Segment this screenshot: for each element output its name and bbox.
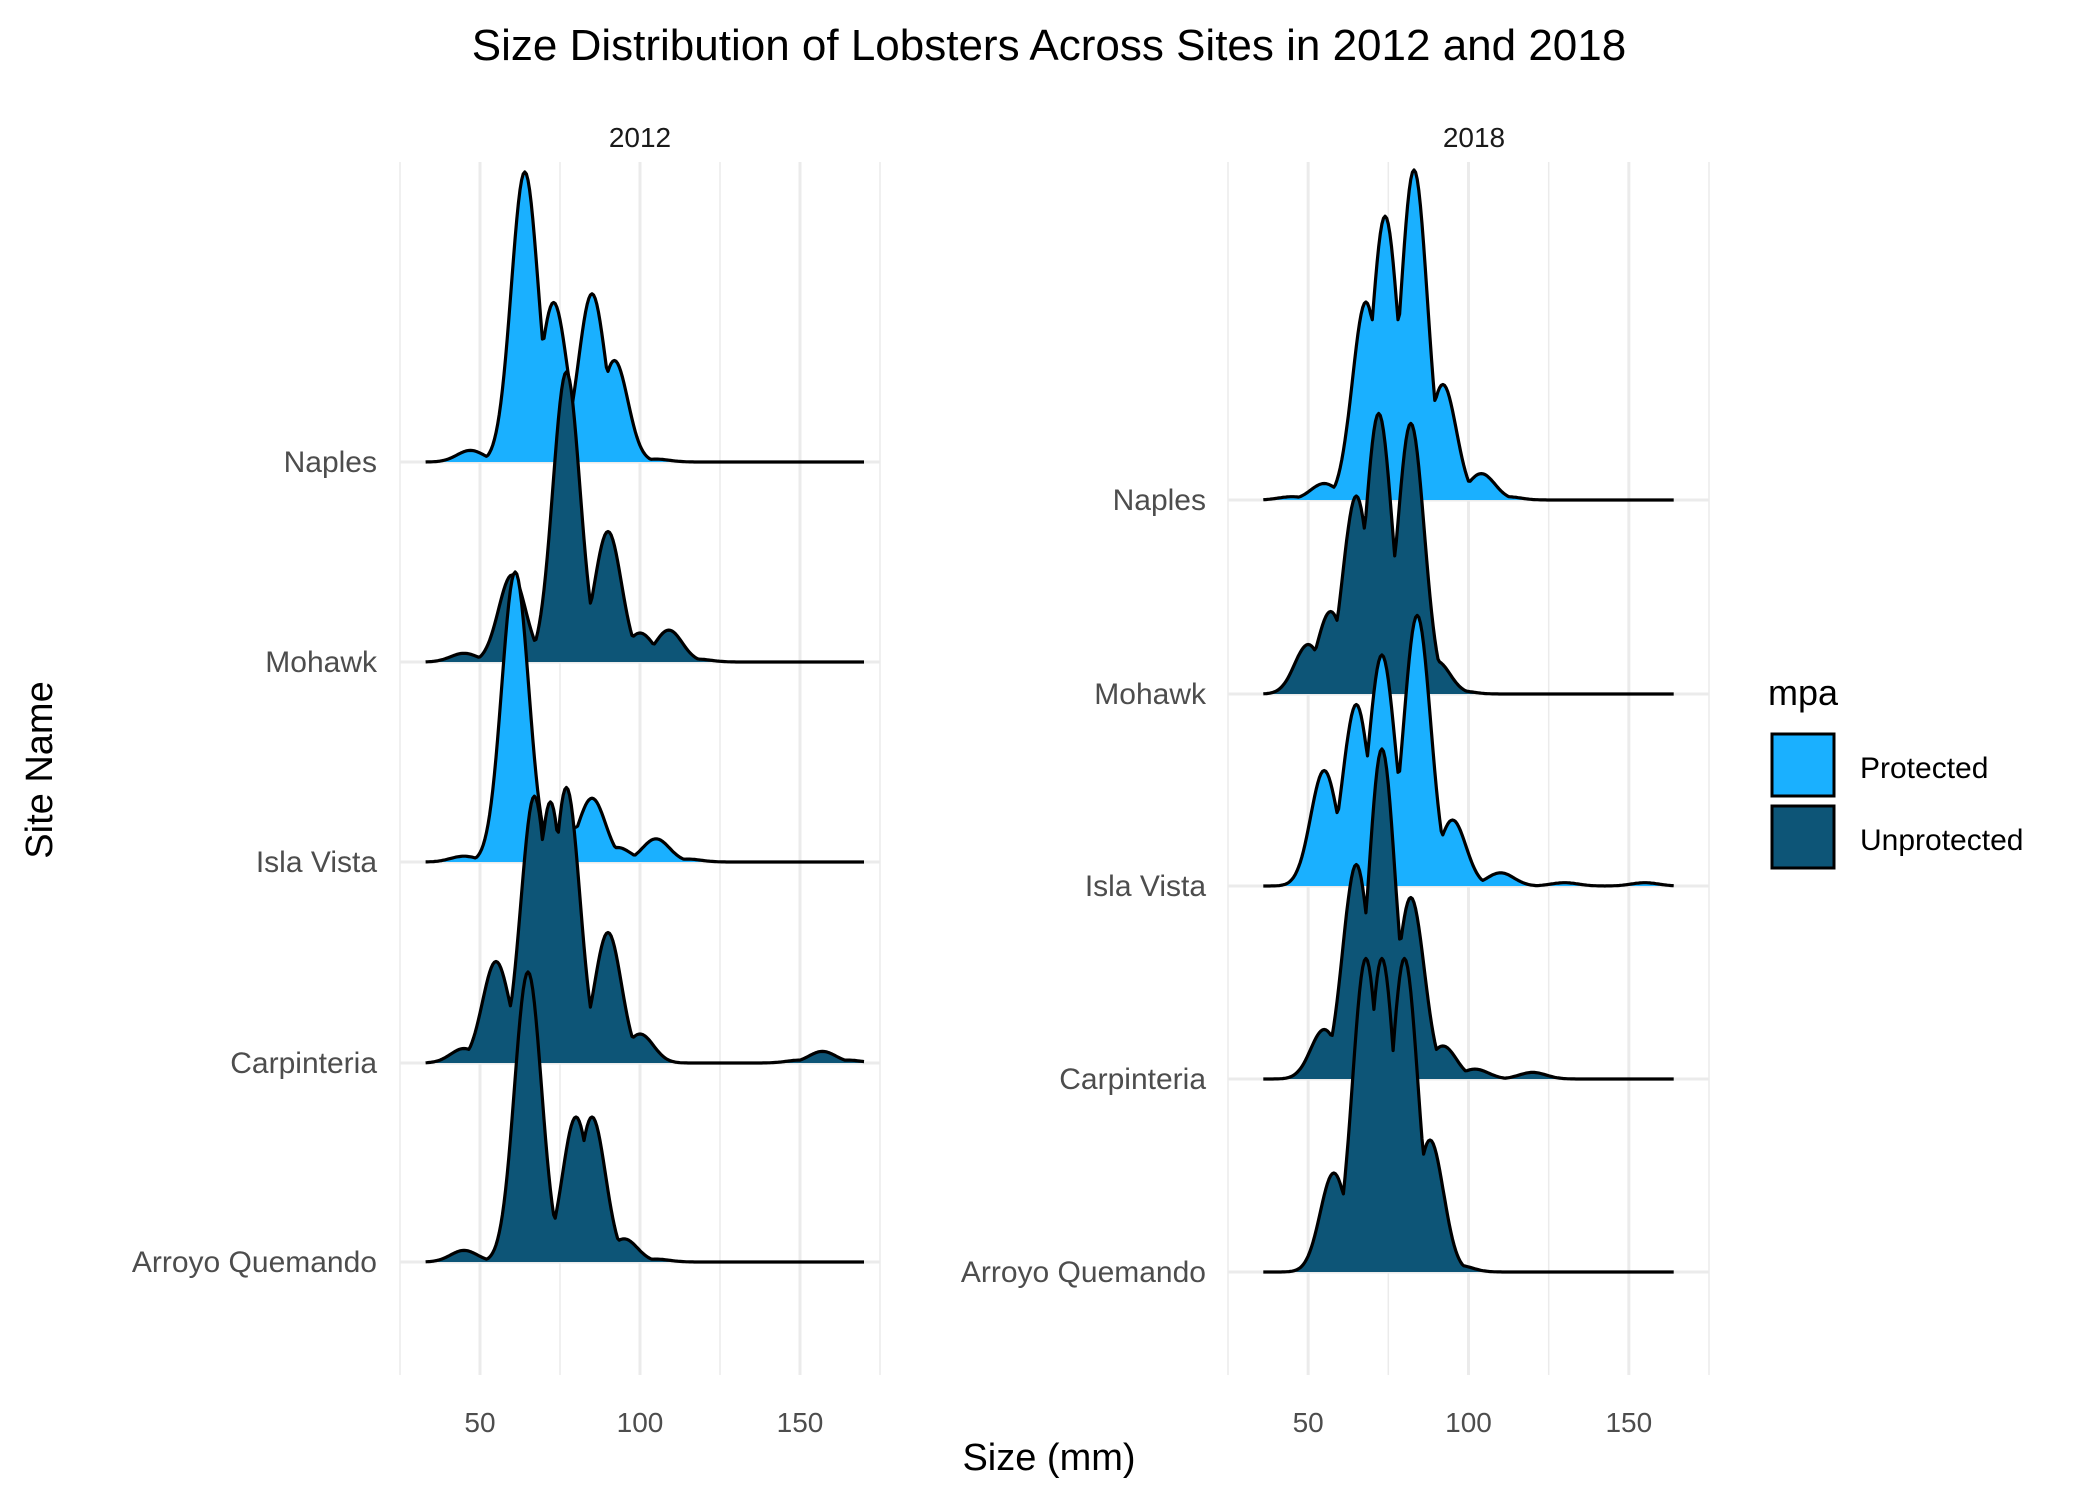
legend-key-protected	[1770, 732, 1836, 798]
x-tick-label: 150	[777, 1407, 824, 1438]
ridge-fill-naples	[425, 172, 864, 462]
y-tick-label-carpinteria: Carpinteria	[230, 1047, 377, 1080]
ridge-outline-naples	[425, 170, 864, 464]
panel-strip-label-2018: 2018	[1443, 122, 1505, 153]
ridge-outline-mohawk	[1263, 411, 1674, 696]
ridge-outline-carpinteria	[425, 785, 865, 1065]
x-axis-label: Size (mm)	[962, 1437, 1135, 1479]
y-tick-label-naples: Naples	[1113, 484, 1206, 517]
panel-2012: 2012 50 100 150 Arroyo Quemando Carpinteria…	[132, 122, 881, 1438]
ridge-outline-mohawk	[425, 370, 864, 664]
ridge-outline-arroyo-quemando	[1263, 956, 1674, 1274]
legend-key-unprotected	[1770, 804, 1836, 870]
ridge-fill-isla-vista	[425, 572, 864, 862]
x-tick-label: 150	[1605, 1407, 1652, 1438]
ridge-outline-naples	[1263, 168, 1674, 502]
x-tick-label: 50	[1293, 1407, 1324, 1438]
ridge-fill-carpinteria	[425, 787, 864, 1063]
y-tick-label-mohawk: Mohawk	[1094, 678, 1207, 711]
y-axis-label: Site Name	[19, 681, 61, 858]
legend-title: mpa	[1768, 672, 1839, 713]
y-tick-label-arroyo-quemando: Arroyo Quemando	[961, 1256, 1206, 1289]
ridge-fill-arroyo-quemando	[425, 972, 864, 1262]
ridge-outline-isla-vista	[1263, 613, 1674, 888]
ridge-outline-isla-vista	[425, 570, 864, 864]
ridge-outline-arroyo-quemando	[425, 970, 864, 1264]
y-tick-label-arroyo-quemando: Arroyo Quemando	[132, 1246, 377, 1279]
ridge-outline-carpinteria	[1263, 747, 1674, 1081]
legend-label-protected: Protected	[1860, 752, 1988, 785]
ridge-fill-mohawk	[425, 372, 864, 662]
y-tick-label-naples: Naples	[284, 446, 377, 479]
y-tick-label-carpinteria: Carpinteria	[1059, 1063, 1206, 1096]
x-tick-label: 100	[1445, 1407, 1492, 1438]
ridge-fill-naples	[1263, 170, 1674, 500]
panel-2018: 2018 50 100 150 Arroyo Quemando Carpinteria…	[961, 122, 1710, 1438]
ridge-fill-mohawk	[1263, 413, 1674, 694]
x-tick-label: 100	[617, 1407, 664, 1438]
legend-label-unprotected: Unprotected	[1860, 824, 2023, 857]
ridge-fill-arroyo-quemando	[1263, 958, 1674, 1272]
y-tick-label-isla-vista: Isla Vista	[1085, 870, 1206, 903]
ridge-fill-isla-vista	[1263, 615, 1674, 886]
y-tick-label-mohawk: Mohawk	[265, 646, 378, 679]
legend: mpa Protected Unprotected	[1768, 672, 2023, 870]
x-tick-label: 50	[464, 1407, 495, 1438]
y-tick-label-isla-vista: Isla Vista	[256, 846, 377, 879]
chart-title: Size Distribution of Lobsters Across Sit…	[472, 21, 1626, 70]
panel-strip-label-2012: 2012	[609, 122, 671, 153]
